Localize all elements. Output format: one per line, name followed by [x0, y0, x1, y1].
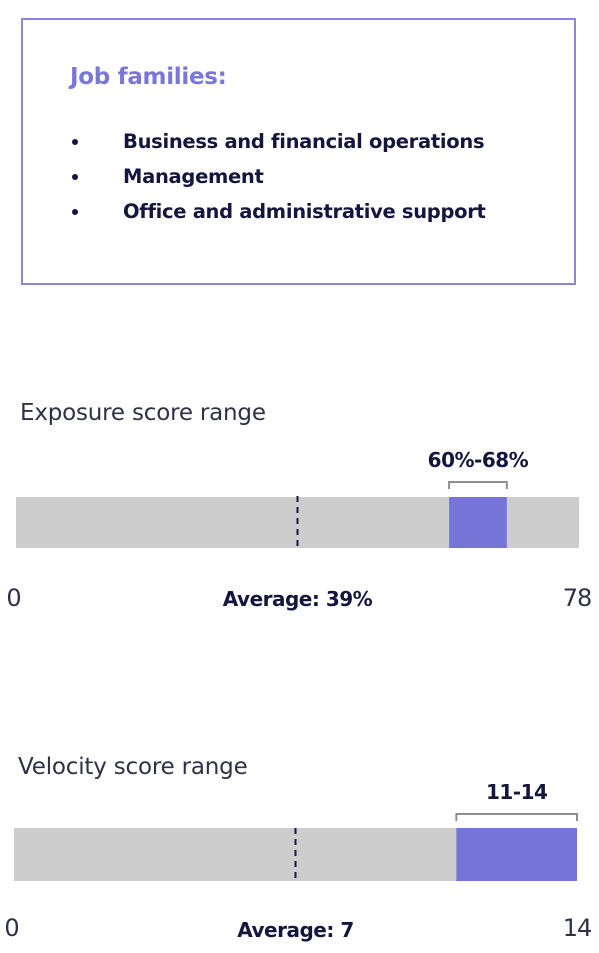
- chart-title: Exposure score range: [20, 400, 266, 426]
- velocity-chart: Velocity score range 11-14 Average: 7 0 14: [0, 752, 599, 953]
- range-bracket: [455, 813, 578, 821]
- range-label: 60%-68%: [428, 448, 529, 472]
- range-bar: [456, 828, 577, 881]
- range-bracket: [448, 481, 508, 489]
- bullet-icon: [72, 174, 78, 180]
- range-bar: [449, 497, 507, 548]
- list-item: Office and administrative support: [70, 198, 486, 233]
- min-tick-label: 0: [4, 914, 19, 942]
- chart-title: Velocity score range: [18, 754, 248, 780]
- list-item: Management: [70, 163, 486, 198]
- max-tick-label: 14: [563, 914, 592, 942]
- max-tick-label: 78: [563, 584, 592, 612]
- card-title: Job families:: [70, 64, 227, 90]
- velocity-range-chart: 11-14 Average: 7 0 14: [4, 780, 592, 942]
- bullet-icon: [72, 209, 78, 215]
- average-label: Average: 39%: [223, 587, 373, 611]
- min-tick-label: 0: [6, 584, 21, 612]
- list-item: Business and financial operations: [70, 128, 486, 163]
- exposure-chart: Exposure score range 60%-68% Average: 39%…: [0, 398, 599, 618]
- bullet-icon: [72, 139, 78, 145]
- job-families-card: Job families: Business and financial ope…: [21, 18, 576, 285]
- range-label: 11-14: [486, 780, 547, 804]
- average-label: Average: 7: [237, 918, 353, 942]
- job-families-list: Business and financial operations Manage…: [70, 128, 486, 233]
- exposure-range-chart: 60%-68% Average: 39% 0 78: [6, 448, 592, 612]
